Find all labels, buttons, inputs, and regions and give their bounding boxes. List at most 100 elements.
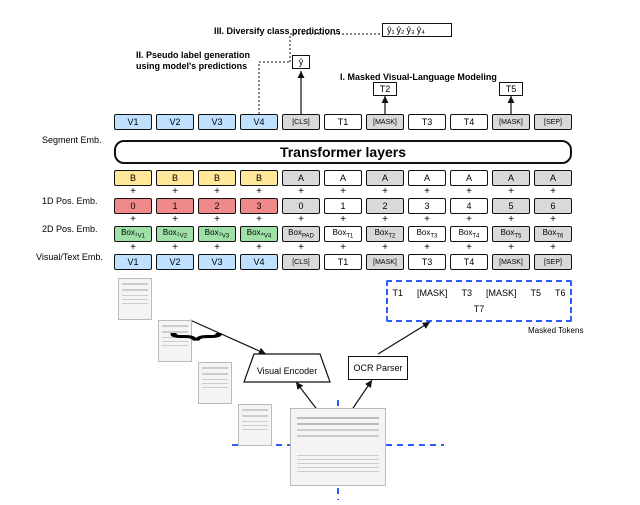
caption-ii-1: II. Pseudo label generation — [136, 50, 250, 60]
row-visual-cell-9: [MASK] — [492, 254, 530, 270]
caption-i: I. Masked Visual-Language Modeling — [340, 72, 497, 82]
row-segment-cell-3: B — [240, 170, 278, 186]
transformer-block: Transformer layers — [114, 140, 572, 164]
row-pos1d-cell-10: 6 — [534, 198, 572, 214]
transformer-label: Transformer layers — [280, 144, 406, 160]
mt-4: [MASK] — [486, 288, 517, 298]
plus3-plus-10: + — [534, 242, 572, 253]
plus3-plus-9: + — [492, 242, 530, 253]
row-segment-cell-1: B — [156, 170, 194, 186]
plus1-plus-7: + — [408, 186, 446, 197]
row-output-cell-8: T4 — [450, 114, 488, 130]
plus2-plus-9: + — [492, 214, 530, 225]
t2-box: T2 — [373, 82, 397, 96]
plus2-plus-5: + — [324, 214, 362, 225]
row-visual-cell-6: [MASK] — [366, 254, 404, 270]
row-segment-cell-0: B — [114, 170, 152, 186]
row-pos1d-cell-0: 0 — [114, 198, 152, 214]
masked-tokens-box: T1 [MASK] T3 [MASK] T5 T6 T7 — [386, 280, 572, 322]
plus3-plus-6: + — [366, 242, 404, 253]
label-pos1d: 1D Pos. Emb. — [42, 196, 98, 206]
caption-ii-2: using model's predictions — [136, 61, 247, 71]
row-pos2d-cell-7: BoxT3 — [408, 226, 446, 242]
row-output-cell-9: [MASK] — [492, 114, 530, 130]
preds-box: ŷ₁ ŷ₂ ŷ₃ ŷ₄ — [382, 23, 452, 37]
plus3-plus-3: + — [240, 242, 278, 253]
plus1-plus-1: + — [156, 186, 194, 197]
row-output-cell-5: T1 — [324, 114, 362, 130]
row-pos2d-cell-6: BoxT2 — [366, 226, 404, 242]
row-segment-cell-10: A — [534, 170, 572, 186]
row-pos1d-cell-1: 1 — [156, 198, 194, 214]
source-document — [290, 408, 386, 486]
plus1-plus-3: + — [240, 186, 278, 197]
row-output-cell-0: V1 — [114, 114, 152, 130]
plus1-plus-6: + — [366, 186, 404, 197]
plus1-plus-4: + — [282, 186, 320, 197]
plus1-plus-2: + — [198, 186, 236, 197]
plus2-plus-3: + — [240, 214, 278, 225]
row-pos1d-cell-3: 3 — [240, 198, 278, 214]
plus2-plus-0: + — [114, 214, 152, 225]
row-visual-cell-0: V1 — [114, 254, 152, 270]
row-pos2d-cell-8: BoxT4 — [450, 226, 488, 242]
visual-row: V1V2V3V4[CLS]T1[MASK]T3T4[MASK][SEP] — [114, 254, 572, 270]
row-segment-cell-2: B — [198, 170, 236, 186]
yhat-box: ŷ — [292, 55, 310, 69]
mt-5: T5 — [531, 288, 542, 298]
label-visual: Visual/Text Emb. — [36, 252, 103, 262]
plus3-plus-2: + — [198, 242, 236, 253]
ocr-parser: OCR Parser — [348, 356, 408, 380]
t2-label: T2 — [380, 84, 391, 94]
yhat: ŷ — [299, 57, 304, 67]
pos2d-row: Box₁V1Box₂V2Box₃V3Box₄V4BoxPADBoxT1BoxT2… — [114, 226, 572, 242]
row-pos2d-cell-2: Box₃V3 — [198, 226, 236, 242]
row-pos1d-cell-2: 2 — [198, 198, 236, 214]
row-pos1d-cell-7: 3 — [408, 198, 446, 214]
row-segment-cell-5: A — [324, 170, 362, 186]
row-visual-cell-3: V4 — [240, 254, 278, 270]
plus3-plus-0: + — [114, 242, 152, 253]
brace-icon: ⏟ — [170, 300, 223, 339]
row-pos2d-cell-4: BoxPAD — [282, 226, 320, 242]
row-pos2d-cell-10: BoxT6 — [534, 226, 572, 242]
row-segment-cell-7: A — [408, 170, 446, 186]
row-output-cell-1: V2 — [156, 114, 194, 130]
plus3-plus-5: + — [324, 242, 362, 253]
plus3-plus-4: + — [282, 242, 320, 253]
plus1-plus-8: + — [450, 186, 488, 197]
plus2-plus-4: + — [282, 214, 320, 225]
plus3-plus-7: + — [408, 242, 446, 253]
row-segment-cell-8: A — [450, 170, 488, 186]
mt-3: T3 — [461, 288, 472, 298]
plus3-plus-1: + — [156, 242, 194, 253]
pos1d-row: 01230123456 — [114, 198, 572, 214]
row-visual-cell-1: V2 — [156, 254, 194, 270]
row-pos2d-cell-0: Box₁V1 — [114, 226, 152, 242]
row-visual-cell-2: V3 — [198, 254, 236, 270]
diagram-stage: III. Diversify class predictions ŷ₁ ŷ₂ ŷ… — [0, 0, 640, 505]
row-visual-cell-5: T1 — [324, 254, 362, 270]
plus2-plus-7: + — [408, 214, 446, 225]
row-visual-cell-7: T3 — [408, 254, 446, 270]
mt-6: T6 — [555, 288, 566, 298]
row-segment-cell-6: A — [366, 170, 404, 186]
row-visual-cell-8: T4 — [450, 254, 488, 270]
visual-encoder-label: Visual Encoder — [248, 356, 326, 386]
row-output-cell-2: V3 — [198, 114, 236, 130]
row-output-cell-7: T3 — [408, 114, 446, 130]
plus1-plus-9: + — [492, 186, 530, 197]
row-segment-cell-4: A — [282, 170, 320, 186]
plus1-plus-0: + — [114, 186, 152, 197]
row-visual-cell-4: [CLS] — [282, 254, 320, 270]
row-visual-cell-10: [SEP] — [534, 254, 572, 270]
plus2-plus-6: + — [366, 214, 404, 225]
t5-label: T5 — [506, 84, 517, 94]
row-output-cell-3: V4 — [240, 114, 278, 130]
mt-2: [MASK] — [417, 288, 448, 298]
plus-row-3: +++++++++++ — [114, 242, 572, 253]
plus2-plus-8: + — [450, 214, 488, 225]
plus-row-2: +++++++++++ — [114, 214, 572, 225]
t5-box: T5 — [499, 82, 523, 96]
row-segment-cell-9: A — [492, 170, 530, 186]
